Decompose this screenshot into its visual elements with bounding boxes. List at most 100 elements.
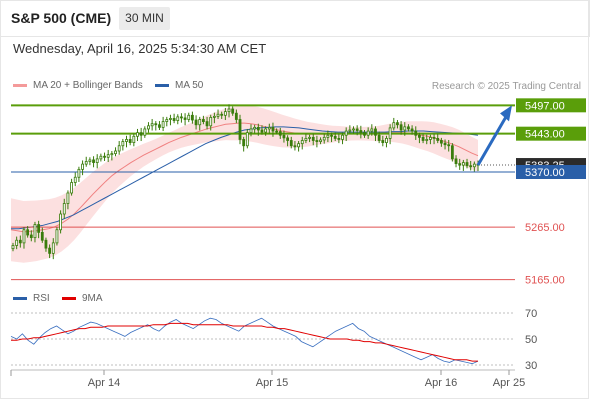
candle-body — [326, 134, 330, 138]
legend-rsi: RSI — [13, 293, 50, 304]
candle-body — [143, 128, 147, 136]
candle-body — [191, 114, 194, 121]
candle-body — [366, 130, 370, 136]
ma20-line — [10, 122, 479, 233]
ma20-swatch — [13, 83, 27, 87]
candle-body — [37, 224, 41, 233]
candle-body — [92, 159, 95, 163]
candle-body — [363, 132, 366, 136]
candle-body — [465, 162, 469, 167]
candle-body — [234, 112, 238, 120]
candle-body — [103, 155, 106, 158]
candle-body — [73, 176, 77, 183]
candle-body — [106, 154, 110, 158]
level-label-support: 5165.00 — [525, 275, 565, 287]
candle-body — [289, 140, 293, 147]
legend-ma50: MA 50 — [155, 80, 203, 91]
candle-body — [472, 163, 476, 168]
candle-body — [84, 161, 88, 165]
legend-rsi-ma-label: 9MA — [82, 293, 103, 304]
candle-body — [99, 155, 103, 160]
candle-body — [344, 130, 348, 136]
candle-body — [18, 239, 22, 244]
candle-body — [125, 139, 128, 142]
candle-body — [22, 229, 26, 244]
candle-body — [139, 132, 143, 136]
x-tick-label: Apr 16 — [425, 377, 457, 389]
candle-body — [216, 113, 220, 117]
candle-body — [436, 137, 440, 141]
candle-body — [267, 126, 271, 130]
candle-body — [385, 137, 388, 143]
candle-body — [136, 132, 139, 137]
projection-arrow-head — [500, 105, 512, 122]
candle-body — [40, 231, 44, 241]
legend-rsi-label: RSI — [33, 293, 50, 304]
candle-body — [432, 136, 436, 139]
candle-body — [150, 123, 154, 127]
candle-body — [227, 108, 231, 113]
candle-body — [77, 168, 81, 178]
candle-body — [311, 136, 315, 141]
candle-body — [15, 239, 19, 246]
candle-body — [231, 108, 235, 114]
candle-body — [352, 128, 355, 131]
candle-body — [341, 134, 344, 140]
ma50-line — [11, 126, 479, 230]
candle-body — [421, 136, 425, 141]
candle-body — [187, 114, 191, 120]
candle-body — [147, 125, 150, 130]
legend-ma20-label: MA 20 + Bollinger Bands — [33, 80, 143, 91]
chart-header: S&P 500 (CME) 30 MIN — [0, 0, 590, 37]
legend-ma50-label: MA 50 — [175, 80, 204, 91]
candle-body — [256, 126, 260, 131]
instrument-title: S&P 500 (CME) — [11, 10, 112, 26]
ma50-swatch — [155, 83, 169, 87]
candle-body — [447, 144, 451, 147]
copyright-text: Research © 2025 Trading Central — [431, 81, 581, 92]
candle-body — [132, 135, 136, 144]
candle-body — [169, 118, 172, 120]
candle-body — [377, 134, 381, 141]
candle-body — [59, 213, 62, 231]
candle-body — [158, 124, 161, 128]
rsi-ma-line — [11, 322, 478, 362]
level-label-resistance: 5443.00 — [525, 129, 565, 141]
bollinger-band — [11, 105, 478, 263]
candle-body — [407, 126, 410, 130]
candle-body — [388, 127, 392, 139]
candle-body — [333, 135, 337, 139]
candle-body — [128, 139, 132, 143]
candle-body — [26, 229, 30, 236]
candle-body — [271, 126, 275, 132]
candle-body — [410, 128, 414, 132]
candle-body — [399, 124, 403, 131]
candle-body — [117, 145, 121, 152]
candle-body — [44, 239, 48, 249]
candle-body — [458, 163, 462, 166]
projection-arrow-line — [476, 112, 510, 166]
candle-body — [425, 139, 429, 141]
candle-body — [62, 203, 66, 215]
candle-body — [322, 136, 326, 141]
rsi-tick-label: 30 — [525, 360, 537, 372]
rsi-swatch — [13, 296, 27, 300]
candle-body — [223, 111, 227, 116]
candle-body — [48, 247, 52, 254]
candle-body — [461, 162, 465, 166]
candle-body — [11, 245, 15, 250]
candle-body — [55, 229, 59, 244]
candle-body — [418, 134, 421, 138]
candle-body — [330, 134, 333, 137]
candle-body — [300, 140, 304, 145]
timeframe-selector[interactable]: 30 MIN — [119, 7, 170, 30]
level-label-bg-resistance — [516, 98, 586, 113]
candle-body — [264, 128, 268, 133]
candle-body — [209, 117, 213, 127]
candle-body — [469, 165, 473, 168]
candle-body — [414, 130, 418, 136]
candle-body — [282, 134, 286, 139]
candle-body — [180, 116, 183, 119]
candle-body — [454, 158, 458, 164]
candle-body — [370, 128, 374, 132]
